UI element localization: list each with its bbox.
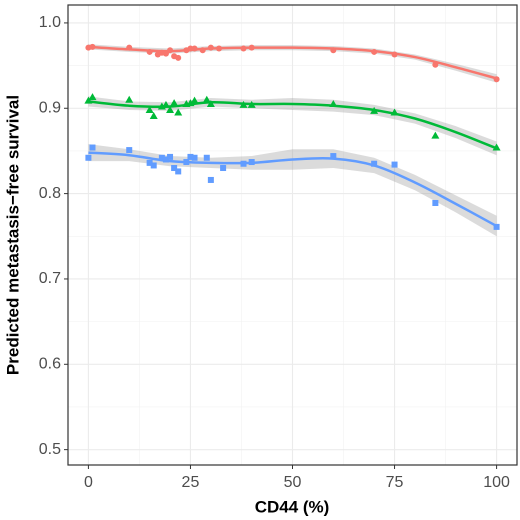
point	[85, 154, 92, 161]
point	[162, 156, 169, 163]
point	[391, 161, 398, 168]
y-tick-label: 0.8	[39, 185, 61, 202]
point	[432, 61, 439, 68]
point	[170, 99, 179, 107]
point	[493, 76, 500, 83]
point	[89, 144, 96, 151]
fit-line	[88, 100, 498, 150]
point	[207, 176, 214, 183]
point	[248, 159, 255, 166]
y-axis-title: Predicted metastasis−free survival	[3, 95, 22, 375]
point	[330, 47, 337, 54]
point	[371, 160, 378, 167]
y-tick-label: 0.6	[39, 356, 61, 373]
point	[431, 131, 440, 139]
point	[166, 105, 175, 113]
x-tick-label: 25	[182, 474, 200, 491]
point	[171, 165, 178, 172]
point	[145, 105, 154, 113]
point	[330, 153, 337, 160]
point	[190, 96, 199, 104]
fit-line	[88, 45, 497, 80]
point	[146, 48, 153, 55]
point	[239, 100, 248, 108]
point	[149, 111, 158, 119]
point	[126, 147, 133, 154]
x-axis-title: CD44 (%)	[255, 497, 330, 516]
point	[206, 99, 215, 107]
point	[174, 108, 183, 116]
point	[390, 108, 399, 116]
x-tick-label: 50	[284, 474, 302, 491]
x-tick-label: 0	[84, 474, 93, 491]
point	[161, 100, 170, 108]
point	[202, 95, 211, 103]
panel-border	[67, 4, 518, 466]
point	[175, 168, 182, 175]
point	[216, 45, 223, 52]
point	[158, 154, 165, 161]
point	[187, 153, 194, 160]
point	[240, 45, 247, 52]
point	[175, 54, 182, 61]
point	[84, 96, 93, 104]
point	[371, 48, 378, 55]
y-tick-label: 0.7	[39, 270, 61, 287]
point	[88, 93, 97, 101]
point	[432, 199, 439, 206]
point	[329, 99, 338, 107]
fit-line	[88, 151, 498, 228]
point	[125, 95, 134, 103]
point	[183, 159, 190, 166]
x-tick-label: 100	[483, 474, 510, 491]
point	[167, 153, 174, 160]
y-tick-label: 1.0	[39, 14, 61, 31]
point	[391, 51, 398, 58]
y-tick-label: 0.5	[39, 441, 61, 458]
point	[146, 159, 153, 166]
point	[126, 44, 133, 51]
point	[191, 45, 198, 52]
point	[203, 154, 210, 161]
y-tick-label: 0.9	[39, 99, 61, 116]
point	[492, 143, 501, 151]
point	[247, 100, 256, 108]
point	[240, 160, 247, 167]
point	[162, 50, 169, 57]
point	[186, 99, 195, 107]
point	[220, 165, 227, 172]
point	[150, 162, 157, 169]
point	[370, 106, 379, 114]
point	[191, 154, 198, 161]
point	[199, 47, 206, 54]
x-tick-label: 75	[386, 474, 404, 491]
point	[89, 43, 96, 50]
point	[493, 223, 500, 230]
point	[248, 44, 255, 51]
point	[167, 47, 174, 54]
point	[207, 44, 214, 51]
